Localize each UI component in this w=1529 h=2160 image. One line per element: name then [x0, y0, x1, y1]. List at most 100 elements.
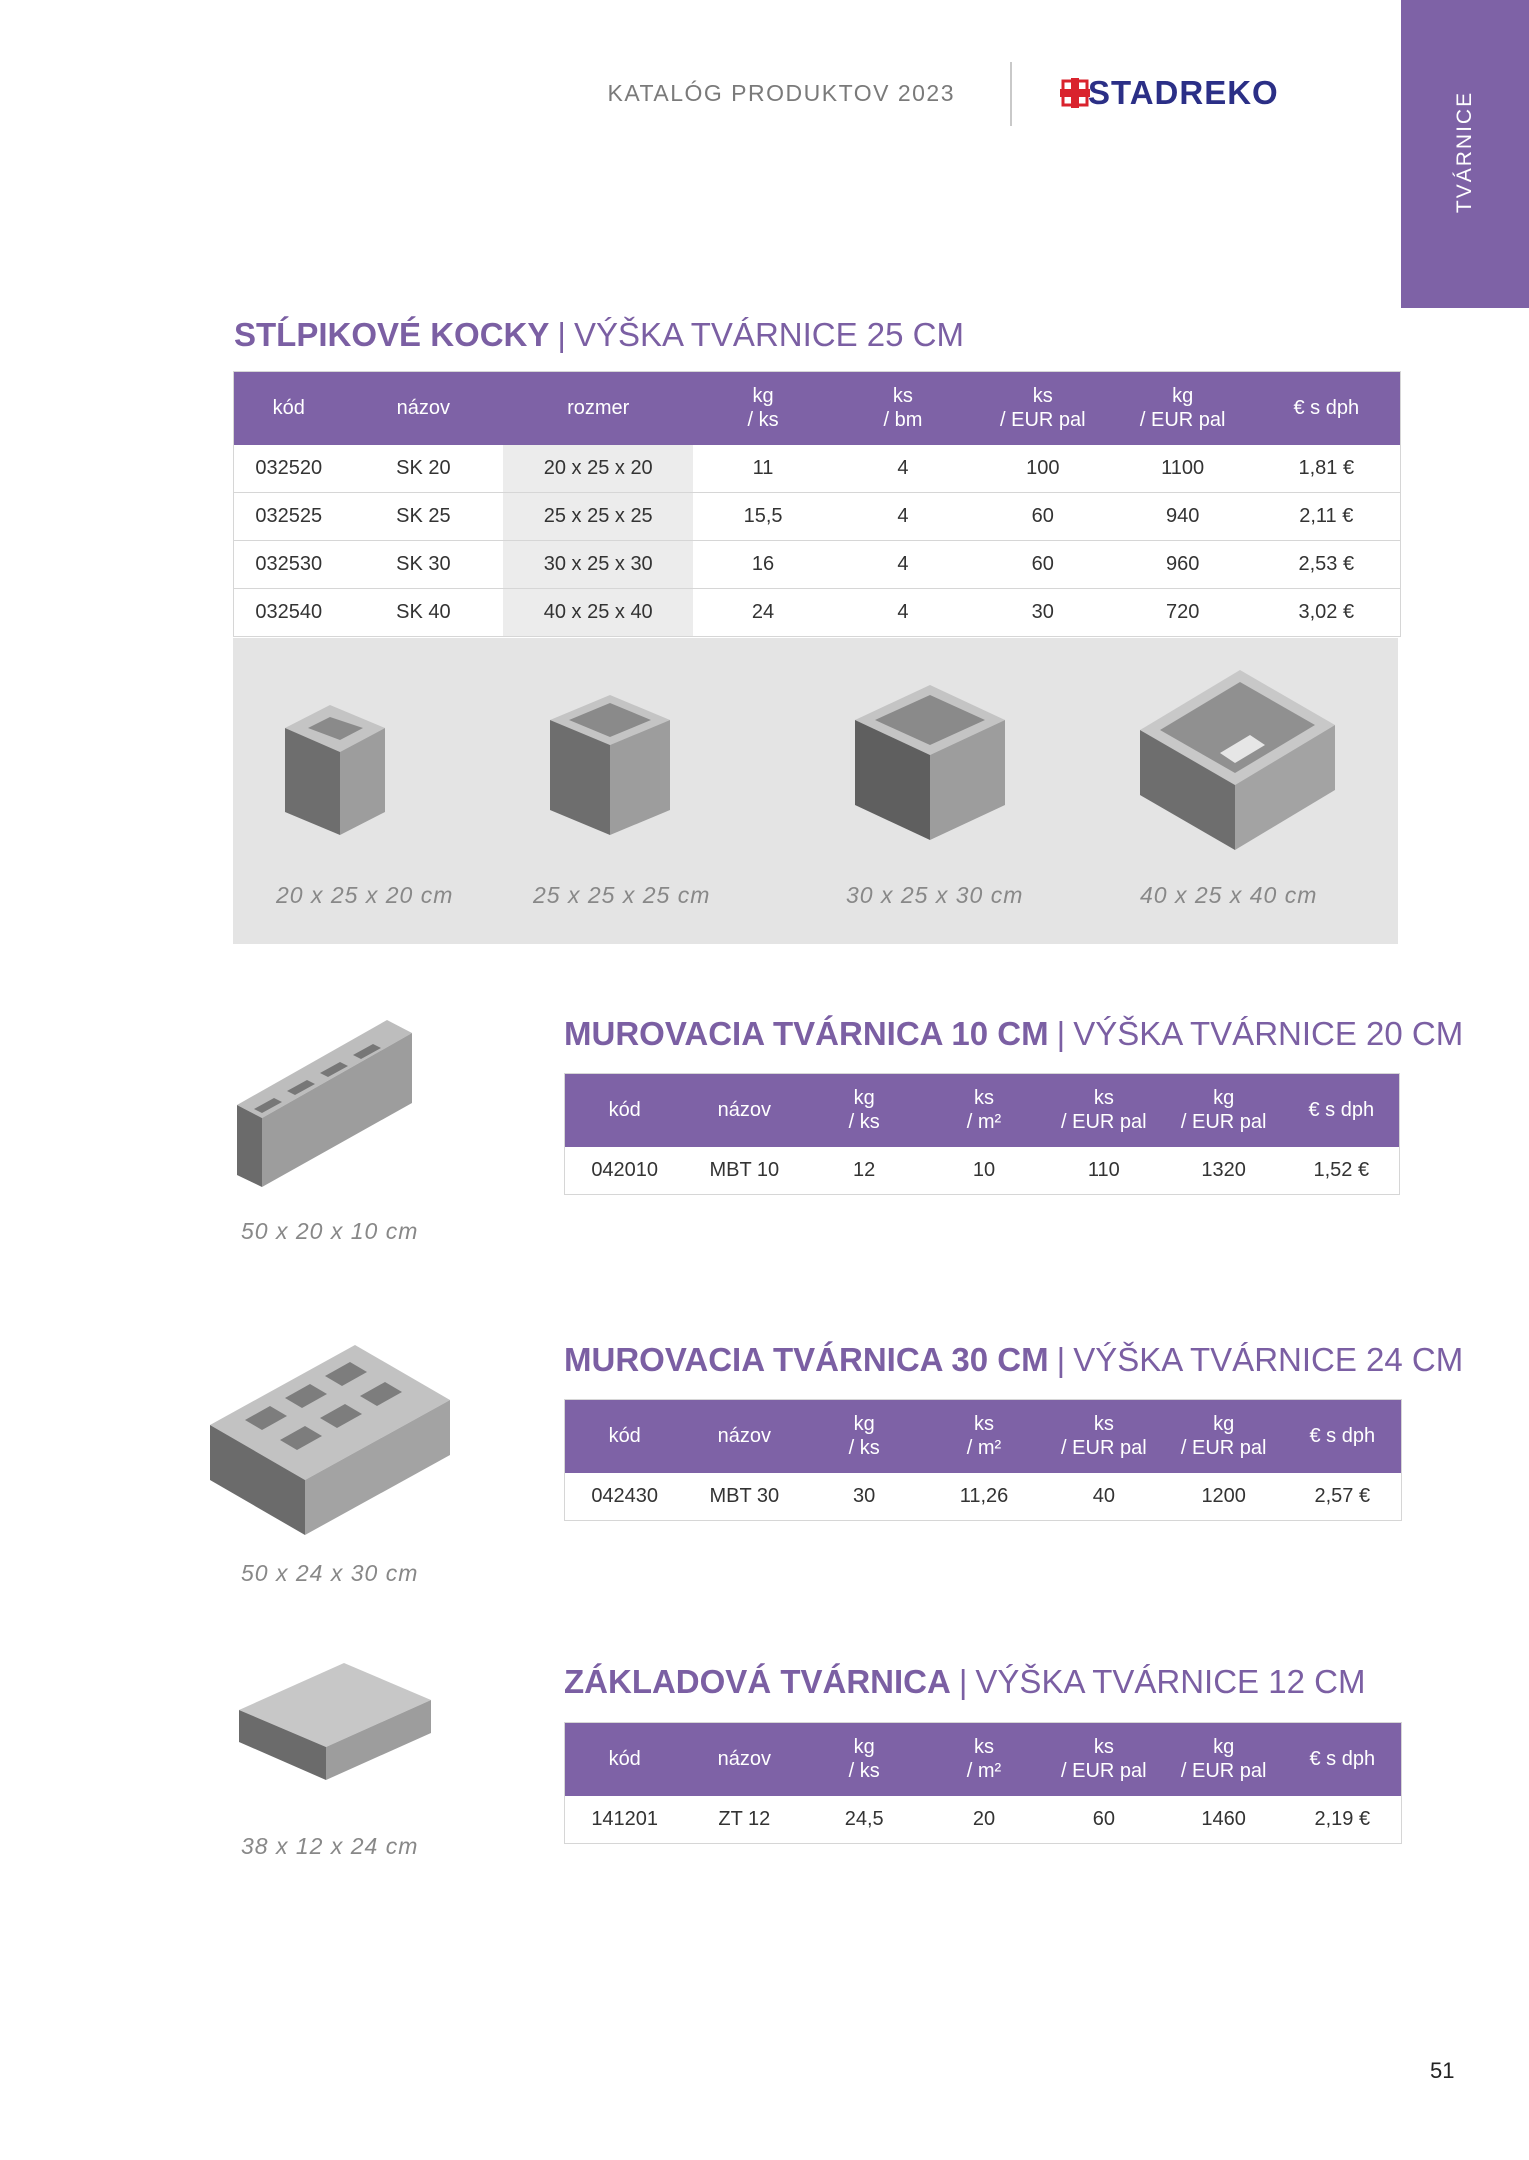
cell-kg-pal: 1320 — [1201, 1158, 1246, 1181]
cell-kod: 042010 — [591, 1158, 659, 1181]
masonry-block-30-icon — [210, 1345, 450, 1535]
section-title-sub: VÝŠKA TVÁRNICE 20 CM — [1073, 1015, 1464, 1052]
table-header-row: kód názov kg / ks ks / m² ks / EUR pal kg / … — [564, 1722, 1402, 1796]
col-kg-pal: kg / EUR pal — [1163, 1399, 1284, 1473]
table-row: 032525 SK 25 25 x 25 x 25 15,5 4 60 940 … — [233, 492, 1401, 541]
cell-kod: 042430 — [591, 1484, 659, 1507]
section-title-sub: VÝŠKA TVÁRNICE 25 CM — [573, 316, 964, 353]
masonry-block-10-icon — [237, 1020, 412, 1187]
col-kg-pal: kg / EUR pal — [1163, 1073, 1284, 1147]
col-price: € s dph — [1283, 1073, 1400, 1147]
cell-ks-bm: 4 — [832, 540, 973, 589]
logo-text: STADREKO — [1088, 74, 1279, 111]
col-kg-pal: kg / EUR pal — [1112, 371, 1253, 445]
dimension-label: 38 x 12 x 24 cm — [241, 1833, 419, 1859]
cell-kod: 032525 — [233, 492, 344, 541]
cell-rozmer: 20 x 25 x 20 — [503, 444, 694, 493]
section-title-sub: VÝŠKA TVÁRNICE 12 CM — [975, 1663, 1366, 1700]
col-price: € s dph — [1283, 1722, 1402, 1796]
catalog-title: KATALÓG PRODUKTOV 2023 — [607, 80, 955, 106]
cell-rozmer: 30 x 25 x 30 — [503, 540, 694, 589]
hollow-block-xlarge-icon — [1140, 670, 1335, 850]
col-kg-pal: kg / EUR pal — [1163, 1722, 1284, 1796]
cell-kg-ks: 24,5 — [844, 1807, 884, 1830]
cell-nazov: SK 40 — [343, 588, 504, 637]
dimension-label: 40 x 25 x 40 cm — [1140, 882, 1318, 908]
cell-nazov: ZT 12 — [718, 1807, 771, 1830]
table-stlpikove-kocky: kód názov rozmer kg / ks ks / bm ks / EUR p… — [233, 371, 1401, 637]
dimension-label: 30 x 25 x 30 cm — [846, 882, 1024, 908]
cell-kg-ks: 30 — [853, 1484, 876, 1507]
col-kg-ks: kg / ks — [804, 1073, 925, 1147]
col-kg-ks: kg / ks — [804, 1722, 925, 1796]
cell-price: 2,53 € — [1252, 540, 1401, 589]
table-row: 032530 SK 30 30 x 25 x 30 16 4 60 960 2,… — [233, 540, 1401, 589]
col-ks-pal: ks / EUR pal — [1043, 1399, 1164, 1473]
col-price: € s dph — [1252, 371, 1401, 445]
col-price: € s dph — [1283, 1399, 1402, 1473]
table-row: 042430 MBT 30 30 11,26 40 1200 2,57 € — [565, 1473, 1402, 1521]
hollow-block-medium-icon — [550, 695, 670, 835]
cell-ks-m2: 11,26 — [959, 1484, 1009, 1507]
section-title-stlpikove-kocky: STĹPIKOVÉ KOCKY | VÝŠKA TVÁRNICE 25 CM — [234, 316, 964, 354]
table-row: 032540 SK 40 40 x 25 x 40 24 4 30 720 3,… — [233, 588, 1401, 637]
section-title-main: MUROVACIA TVÁRNICA 30 CM — [564, 1341, 1049, 1378]
table-row: 032520 SK 20 20 x 25 x 20 11 4 100 1100 … — [234, 444, 1401, 493]
cell-ks-bm: 4 — [832, 492, 973, 541]
col-nazov: názov — [343, 371, 504, 445]
cell-kg-ks: 24 — [693, 588, 833, 637]
col-kg-ks: kg / ks — [804, 1399, 925, 1473]
cell-kg-pal: 940 — [1112, 492, 1253, 541]
col-kod: kód — [564, 1722, 685, 1796]
cell-kg-pal: 1460 — [1201, 1807, 1246, 1830]
dimension-label: 50 x 20 x 10 cm — [241, 1218, 419, 1244]
section-title-main: MUROVACIA TVÁRNICA 10 CM — [564, 1015, 1049, 1052]
cell-price: 1,81 € — [1298, 456, 1355, 479]
cell-kg-ks: 12 — [853, 1158, 876, 1181]
section-title-main: ZÁKLADOVÁ TVÁRNICA — [564, 1663, 951, 1700]
cell-kod: 032530 — [233, 540, 344, 589]
cell-ks-bm: 4 — [832, 588, 973, 637]
title-separator: | — [557, 316, 566, 353]
table-header-row: kód názov rozmer kg / ks ks / bm ks / EUR p… — [233, 371, 1401, 445]
table-murovacia-30: kód názov kg / ks ks / m² ks / EUR pal kg / … — [564, 1399, 1402, 1521]
col-ks-m2: ks / m² — [924, 1399, 1044, 1473]
cell-ks-pal: 60 — [972, 540, 1113, 589]
dimension-label: 25 x 25 x 25 cm — [533, 882, 711, 908]
title-separator: | — [958, 1663, 968, 1700]
side-tab-label: TVÁRNICE — [1453, 90, 1476, 214]
stadreko-logo[interactable]: STADREKO — [1060, 74, 1279, 112]
title-separator: | — [1056, 1015, 1066, 1052]
cell-kg-pal: 960 — [1112, 540, 1253, 589]
col-nazov: názov — [684, 1399, 805, 1473]
section-title-sub: VÝŠKA TVÁRNICE 24 CM — [1073, 1341, 1464, 1378]
col-nazov: názov — [684, 1722, 805, 1796]
header-divider — [1010, 62, 1012, 126]
col-ks-m2: ks / m² — [924, 1722, 1044, 1796]
cell-ks-pal: 30 — [972, 588, 1113, 637]
col-kod: kód — [564, 1073, 685, 1147]
cell-ks-m2: 10 — [972, 1158, 996, 1181]
section-title-murovacia-10: MUROVACIA TVÁRNICA 10 CM | VÝŠKA TVÁRNICE … — [564, 1015, 1463, 1053]
cell-price: 2,57 € — [1314, 1484, 1371, 1507]
cell-nazov: SK 20 — [396, 456, 451, 479]
col-ks-m2: ks / m² — [924, 1073, 1044, 1147]
cell-ks-pal: 40 — [1092, 1484, 1115, 1507]
dimension-label: 20 x 25 x 20 cm — [276, 882, 454, 908]
cell-ks-pal: 60 — [1092, 1807, 1115, 1830]
cell-ks-m2: 20 — [972, 1807, 996, 1830]
cell-ks-pal: 100 — [1026, 456, 1060, 479]
cell-kg-pal: 1100 — [1161, 456, 1205, 479]
section-title-zakladova: ZÁKLADOVÁ TVÁRNICA | VÝŠKA TVÁRNICE 12 CM — [564, 1663, 1365, 1701]
section-title-murovacia-30: MUROVACIA TVÁRNICA 30 CM | VÝŠKA TVÁRNICE … — [564, 1341, 1463, 1379]
cell-kg-ks: 16 — [693, 540, 833, 589]
cell-kg-pal: 1200 — [1201, 1484, 1246, 1507]
cell-kod: 032540 — [233, 588, 344, 637]
col-kg-ks: kg / ks — [693, 371, 833, 445]
col-ks-pal: ks / EUR pal — [1043, 1073, 1164, 1147]
table-zakladova: kód názov kg / ks ks / m² ks / EUR pal kg / … — [564, 1722, 1402, 1844]
cell-kg-ks: 11 — [752, 456, 774, 479]
cell-price: 3,02 € — [1252, 588, 1401, 637]
cell-kg-ks: 15,5 — [693, 492, 833, 541]
cell-nazov: SK 30 — [343, 540, 504, 589]
